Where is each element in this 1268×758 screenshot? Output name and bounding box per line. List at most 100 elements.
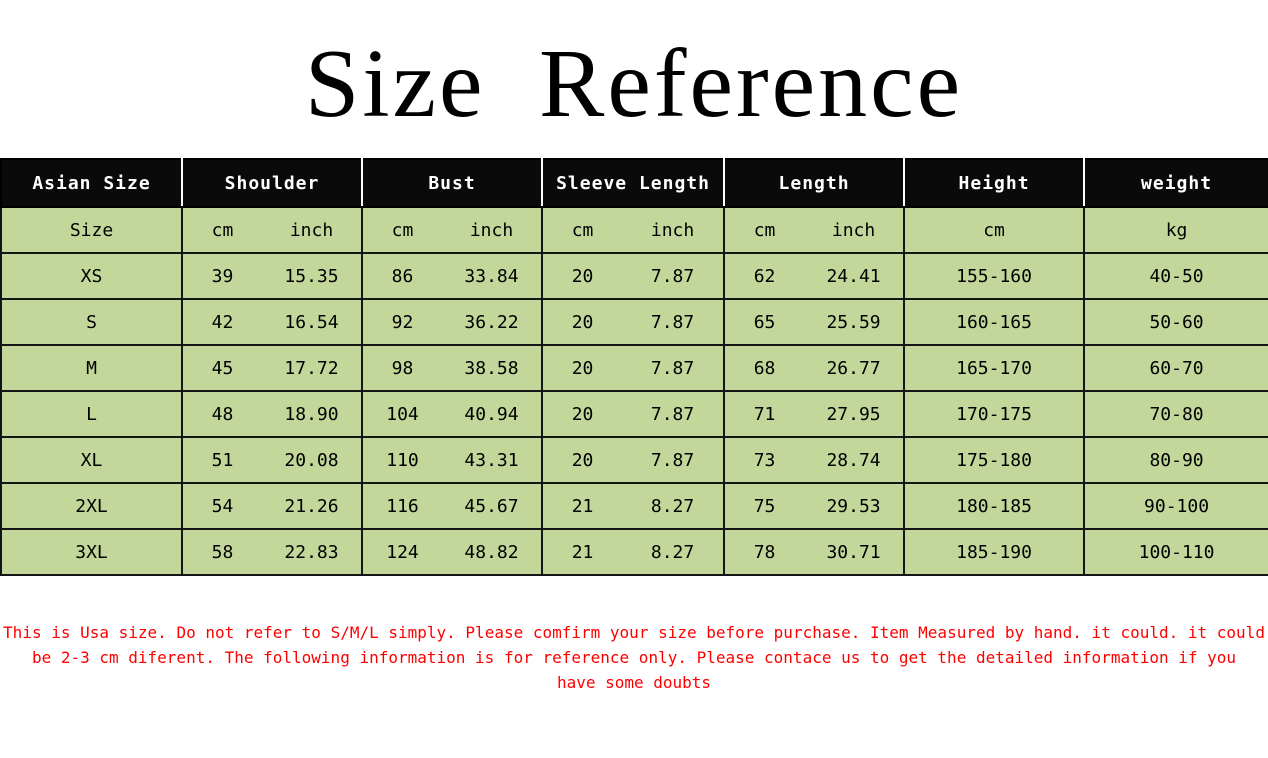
table-cell: 45.67	[442, 482, 544, 530]
table-cell: 8.27	[622, 528, 726, 576]
table-cell: 98	[361, 344, 443, 392]
table-cell: 8.27	[622, 482, 726, 530]
table-row: XL 51 20.08 110 43.31 20 7.87 73 28.74 175-180 80-…	[0, 436, 1268, 484]
table-cell: inch	[262, 206, 364, 254]
table-cell: 104	[361, 390, 443, 438]
table-cell: 7.87	[622, 298, 726, 346]
table-cell: 160-165	[903, 298, 1086, 346]
table-cell: 33.84	[442, 252, 544, 300]
table-cell: inch	[442, 206, 544, 254]
table-cell: 185-190	[903, 528, 1086, 576]
table-cell: 20	[541, 298, 623, 346]
table-row: XS 39 15.35 86 33.84 20 7.87 62 24.41 155-160 40-5…	[0, 252, 1268, 300]
page-title: Size Reference	[304, 30, 964, 138]
col-header-asian-size: Asian Size	[0, 159, 182, 208]
size-table-body: Size cm inch cm inch cm inch cm inch cm kg XS 39 15.3…	[0, 206, 1268, 576]
table-cell: 30.71	[804, 528, 906, 576]
table-cell: 22.83	[262, 528, 364, 576]
table-cell: 86	[361, 252, 443, 300]
table-cell: cm	[723, 206, 805, 254]
table-cell: 20	[541, 436, 623, 484]
col-header-shoulder: Shoulder	[180, 159, 363, 208]
table-cell: 43.31	[442, 436, 544, 484]
col-header-weight: weight	[1083, 159, 1268, 208]
table-cell: kg	[1083, 206, 1268, 254]
table-cell: 50-60	[1083, 298, 1268, 346]
table-cell: 36.22	[442, 298, 544, 346]
table-cell: 40.94	[442, 390, 544, 438]
table-row: 2XL 54 21.26 116 45.67 21 8.27 75 29.53 180-185 90…	[0, 482, 1268, 530]
table-cell: 20	[541, 252, 623, 300]
size-label-cell: Size	[0, 206, 183, 254]
table-cell: cm	[903, 206, 1086, 254]
unit-row: Size cm inch cm inch cm inch cm inch cm kg	[0, 206, 1268, 254]
table-cell: 20	[541, 344, 623, 392]
table-cell: 165-170	[903, 344, 1086, 392]
col-header-bust: Bust	[361, 159, 543, 208]
col-header-height: Height	[903, 159, 1085, 208]
table-cell: cm	[181, 206, 262, 254]
table-cell: 7.87	[622, 436, 726, 484]
note-line: be 2-3 cm diferent. The following inform…	[31, 648, 1237, 667]
table-cell: 38.58	[442, 344, 544, 392]
disclaimer-note: This is Usa size. Do not refer to S/M/L …	[0, 620, 1268, 695]
table-cell: 21	[541, 528, 623, 576]
table-row: S 42 16.54 92 36.22 20 7.87 65 25.59 160-165 50-60	[0, 298, 1268, 346]
table-cell: 92	[361, 298, 443, 346]
table-cell: 16.54	[262, 298, 364, 346]
size-label-cell: M	[0, 344, 183, 392]
table-cell: 25.59	[804, 298, 906, 346]
table-cell: 80-90	[1083, 436, 1268, 484]
note-line: have some doubts	[556, 673, 712, 692]
table-cell: 73	[723, 436, 805, 484]
table-row: M 45 17.72 98 38.58 20 7.87 68 26.77 165-170 60-70	[0, 344, 1268, 392]
size-chart-page: { "title": "Size Reference", "table": { …	[0, 24, 1268, 758]
table-cell: 48.82	[442, 528, 544, 576]
col-header-sleeve-length: Sleeve Length	[541, 159, 725, 208]
table-cell: 18.90	[262, 390, 364, 438]
table-cell: 21.26	[262, 482, 364, 530]
table-cell: 100-110	[1083, 528, 1268, 576]
table-row: 3XL 58 22.83 124 48.82 21 8.27 78 30.71 185-190 10…	[0, 528, 1268, 576]
table-cell: inch	[804, 206, 906, 254]
table-cell: 29.53	[804, 482, 906, 530]
table-cell: 124	[361, 528, 443, 576]
table-cell: 26.77	[804, 344, 906, 392]
table-cell: 24.41	[804, 252, 906, 300]
table-cell: 39	[181, 252, 262, 300]
table-cell: 60-70	[1083, 344, 1268, 392]
table-cell: 42	[181, 298, 262, 346]
table-cell: 17.72	[262, 344, 364, 392]
table-cell: 70-80	[1083, 390, 1268, 438]
table-cell: 7.87	[622, 252, 726, 300]
table-cell: 21	[541, 482, 623, 530]
table-cell: 62	[723, 252, 805, 300]
table-cell: 20.08	[262, 436, 364, 484]
table-header-row: Asian Size Shoulder Bust Sleeve Length L…	[0, 159, 1268, 208]
table-cell: 7.87	[622, 390, 726, 438]
table-cell: inch	[622, 206, 726, 254]
table-cell: 65	[723, 298, 805, 346]
table-cell: 71	[723, 390, 805, 438]
table-cell: 7.87	[622, 344, 726, 392]
table-cell: 90-100	[1083, 482, 1268, 530]
table-cell: 155-160	[903, 252, 1086, 300]
table-cell: 58	[181, 528, 262, 576]
table-cell: 75	[723, 482, 805, 530]
table-cell: 116	[361, 482, 443, 530]
table-cell: cm	[361, 206, 443, 254]
table-row: L 48 18.90 104 40.94 20 7.87 71 27.95 170-175 70-8…	[0, 390, 1268, 438]
size-label-cell: L	[0, 390, 183, 438]
size-label-cell: 3XL	[0, 528, 183, 576]
note-line: This is Usa size. Do not refer to S/M/L …	[3, 623, 1265, 642]
table-cell: 48	[181, 390, 262, 438]
col-header-length: Length	[723, 159, 905, 208]
table-cell: 28.74	[804, 436, 906, 484]
size-label-cell: XS	[0, 252, 183, 300]
table-cell: 110	[361, 436, 443, 484]
table-cell: 180-185	[903, 482, 1086, 530]
table-cell: 78	[723, 528, 805, 576]
size-label-cell: S	[0, 298, 183, 346]
table-cell: 45	[181, 344, 262, 392]
table-cell: cm	[541, 206, 623, 254]
